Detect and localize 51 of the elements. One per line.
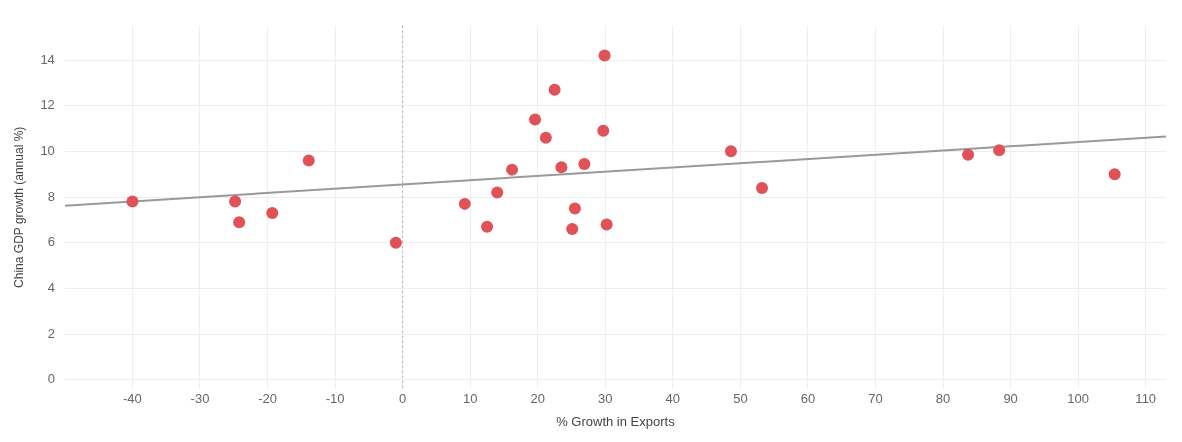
y-axis-title: China GDP growth (annual %)	[11, 126, 26, 288]
point	[578, 157, 591, 170]
point	[539, 131, 552, 144]
point	[481, 220, 494, 233]
x-tick-label: 70	[868, 391, 883, 407]
x-tick-label: 60	[800, 391, 816, 407]
point	[389, 236, 402, 249]
y-tick-label: 0	[47, 371, 55, 387]
y-tick-label: 8	[47, 188, 55, 204]
point	[548, 83, 561, 96]
x-tick-label: -40	[123, 391, 142, 407]
point	[491, 186, 504, 199]
point	[566, 222, 579, 235]
y-tick-label: 4	[47, 279, 55, 295]
x-tick-label: 40	[665, 391, 681, 407]
point	[126, 195, 139, 208]
point	[529, 113, 542, 126]
y-tick-label: 14	[40, 51, 55, 67]
x-tick-label: -30	[190, 391, 210, 407]
point	[724, 145, 737, 158]
x-tick-label: 0	[399, 391, 407, 407]
point	[1108, 168, 1121, 181]
point	[266, 207, 279, 220]
point	[506, 163, 519, 176]
point	[229, 195, 242, 208]
point	[555, 161, 568, 174]
point	[568, 202, 581, 215]
x-tick-label: -20	[258, 391, 277, 407]
point	[756, 181, 769, 194]
point	[233, 216, 246, 229]
x-tick-label: 100	[1067, 391, 1090, 407]
point	[600, 218, 613, 231]
y-tick-label: 6	[47, 234, 55, 250]
x-tick-label: 50	[733, 391, 748, 407]
point	[597, 124, 610, 137]
point	[302, 154, 315, 167]
x-tick-label: 80	[935, 391, 951, 407]
point	[598, 49, 611, 62]
x-tick-label: 20	[530, 391, 545, 407]
x-tick-label: 90	[1003, 391, 1018, 407]
point	[962, 148, 975, 161]
x-tick-label: 10	[462, 391, 478, 407]
y-tick-label: 2	[47, 325, 55, 341]
y-tick-label: 12	[40, 97, 55, 113]
x-axis-title: % Growth in Exports	[556, 413, 676, 429]
x-tick-label: -10	[325, 391, 345, 407]
point	[458, 197, 471, 210]
point	[993, 144, 1006, 157]
x-tick-label: 110	[1135, 391, 1157, 407]
y-tick-label: 10	[40, 142, 55, 158]
x-tick-label: 30	[598, 391, 613, 407]
